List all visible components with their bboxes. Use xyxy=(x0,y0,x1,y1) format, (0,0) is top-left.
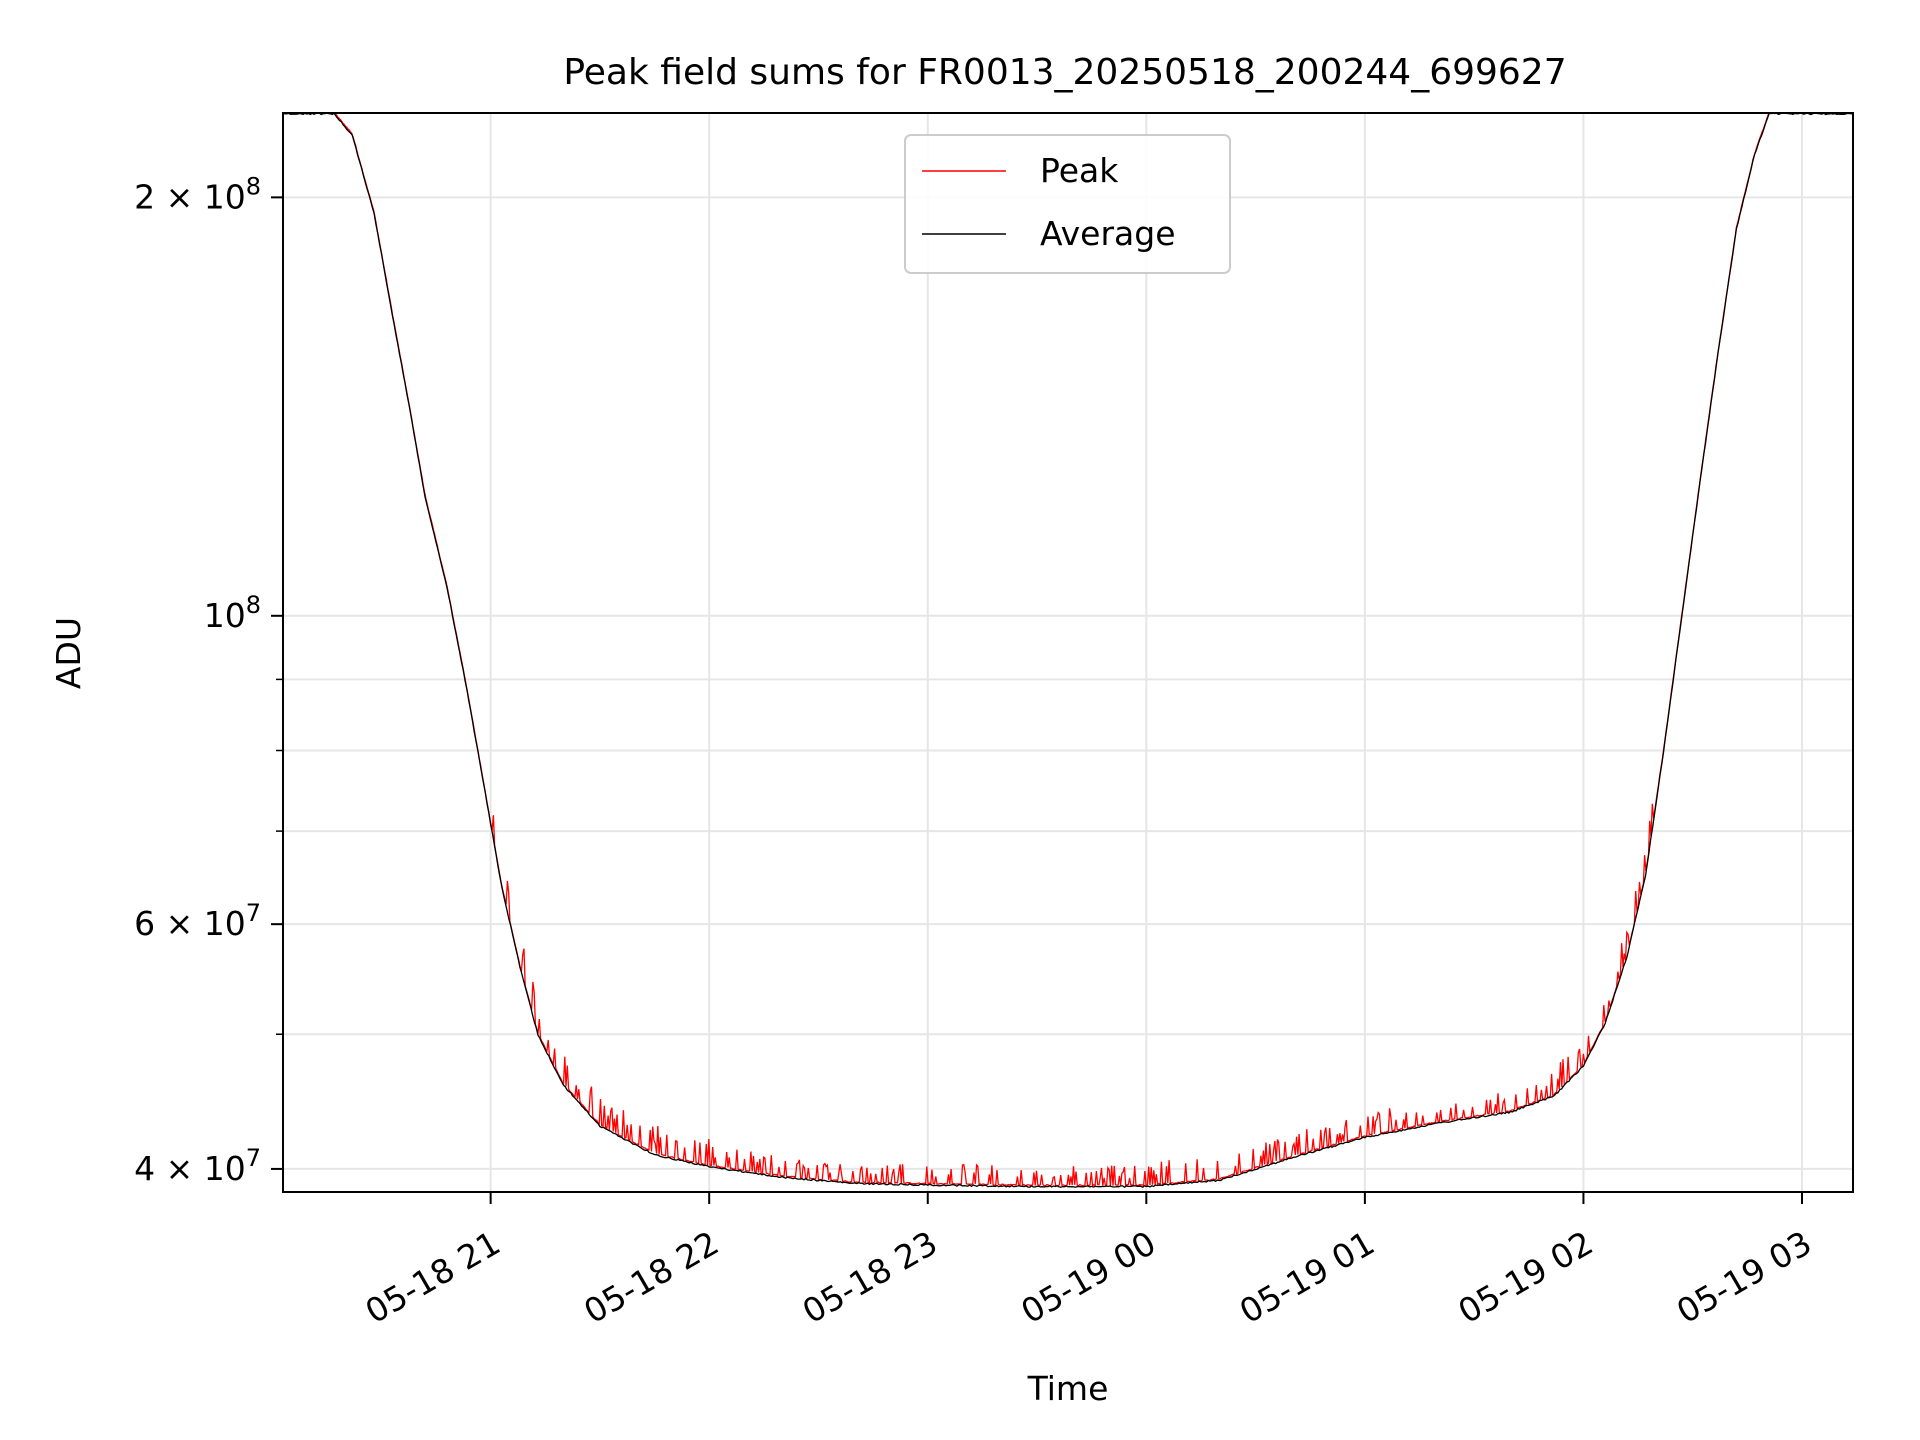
peak-series-line xyxy=(283,113,1853,1188)
series-layer xyxy=(283,113,1853,1188)
legend: Peak Average xyxy=(904,134,1231,274)
y-tick-label: 2 × 108 xyxy=(134,172,261,216)
legend-box xyxy=(904,134,1231,274)
y-axis-label: ADU xyxy=(49,617,88,689)
y-tick-label: 4 × 107 xyxy=(134,1144,261,1188)
x-axis-label: Time xyxy=(1027,1369,1109,1408)
legend-average-label: Average xyxy=(1040,214,1176,253)
plot-frame xyxy=(282,112,1854,1193)
y-tick-label: 6 × 107 xyxy=(134,899,261,943)
legend-peak-label: Peak xyxy=(1040,151,1119,190)
average-series-line xyxy=(283,113,1853,1188)
chart-title: Peak field sums for FR0013_20250518_2002… xyxy=(563,52,1566,93)
